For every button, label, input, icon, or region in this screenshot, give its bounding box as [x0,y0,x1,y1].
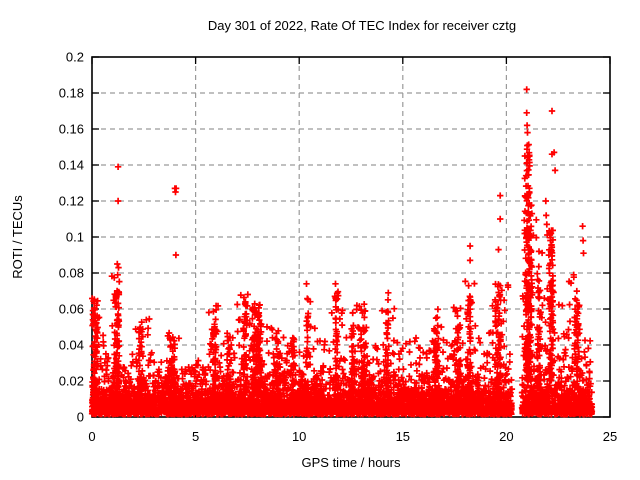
data-points [88,86,596,418]
y-tick-label: 0.16 [59,122,84,137]
y-tick-label: 0.06 [59,302,84,317]
y-tick-label: 0.1 [66,230,84,245]
x-tick-label: 10 [292,429,306,444]
y-axis-label: ROTI / TECUs [10,195,25,279]
y-tick-label: 0.14 [59,158,84,173]
x-tick-label: 25 [603,429,617,444]
chart-title: Day 301 of 2022, Rate Of TEC Index for r… [208,18,516,33]
scatter-markers [88,86,596,418]
x-tick-label: 15 [396,429,410,444]
axis-ticks [91,56,611,418]
tick-labels: 0 0.02 0.04 0.06 0.08 0.1 0.12 0.14 0.16 0.18 0.2 0… [59,50,618,445]
y-tick-label: 0 [77,410,84,425]
x-tick-label: 5 [192,429,199,444]
x-tick-label: 20 [499,429,513,444]
grid-lines [92,57,610,417]
y-tick-label: 0.08 [59,266,84,281]
x-axis-label: GPS time / hours [302,455,401,470]
x-tick-label: 0 [88,429,95,444]
y-tick-label: 0.2 [66,50,84,65]
y-tick-label: 0.18 [59,86,84,101]
y-tick-label: 0.02 [59,374,84,389]
y-tick-label: 0.12 [59,194,84,209]
y-tick-label: 0.04 [59,338,84,353]
